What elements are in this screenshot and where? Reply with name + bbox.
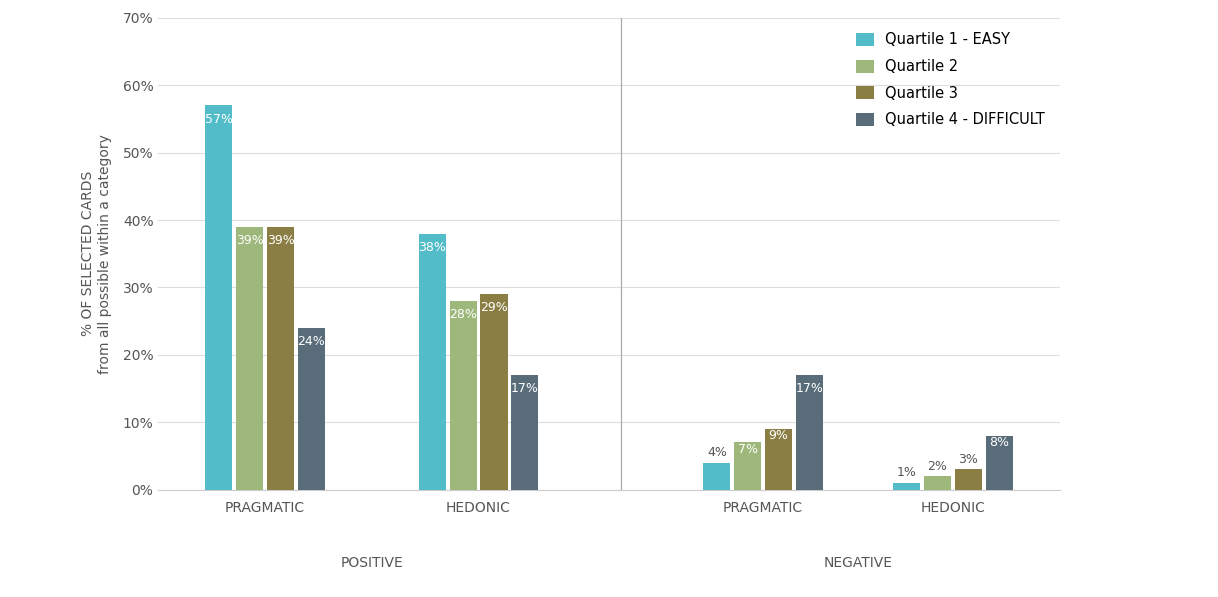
Text: 39%: 39% [267,234,295,247]
Bar [924,476,951,490]
Text: 39%: 39% [236,234,263,247]
Y-axis label: % OF SELECTED CARDS
from all possible within a category: % OF SELECTED CARDS from all possible wi… [82,134,112,374]
Bar [512,375,538,490]
Bar [734,442,761,490]
Legend: Quartile 1 - EASY, Quartile 2, Quartile 3, Quartile 4 - DIFFICULT: Quartile 1 - EASY, Quartile 2, Quartile … [849,25,1052,135]
Text: 24%: 24% [297,335,325,348]
Text: 8%: 8% [989,436,1010,449]
Bar [985,436,1012,490]
Bar [206,106,233,490]
Text: 9%: 9% [769,429,788,442]
Bar [419,233,446,490]
Bar [480,294,508,490]
Bar [236,227,263,490]
Text: 2%: 2% [928,460,948,473]
Text: 4%: 4% [706,446,727,459]
Text: 17%: 17% [510,382,538,395]
Text: 1%: 1% [896,466,917,479]
Text: 38%: 38% [418,241,446,254]
Text: 17%: 17% [795,382,823,395]
Bar [795,375,823,490]
Bar [297,328,325,490]
Bar [893,483,921,490]
Bar [267,227,294,490]
Bar [703,463,731,490]
Text: POSITIVE: POSITIVE [341,556,403,570]
Text: 57%: 57% [205,113,233,126]
Text: 28%: 28% [449,308,477,321]
Bar [449,301,476,490]
Bar [955,469,982,490]
Text: 7%: 7% [738,443,758,456]
Text: NEGATIVE: NEGATIVE [823,556,893,570]
Text: 3%: 3% [959,453,978,466]
Text: 29%: 29% [480,301,508,315]
Bar [765,429,792,490]
